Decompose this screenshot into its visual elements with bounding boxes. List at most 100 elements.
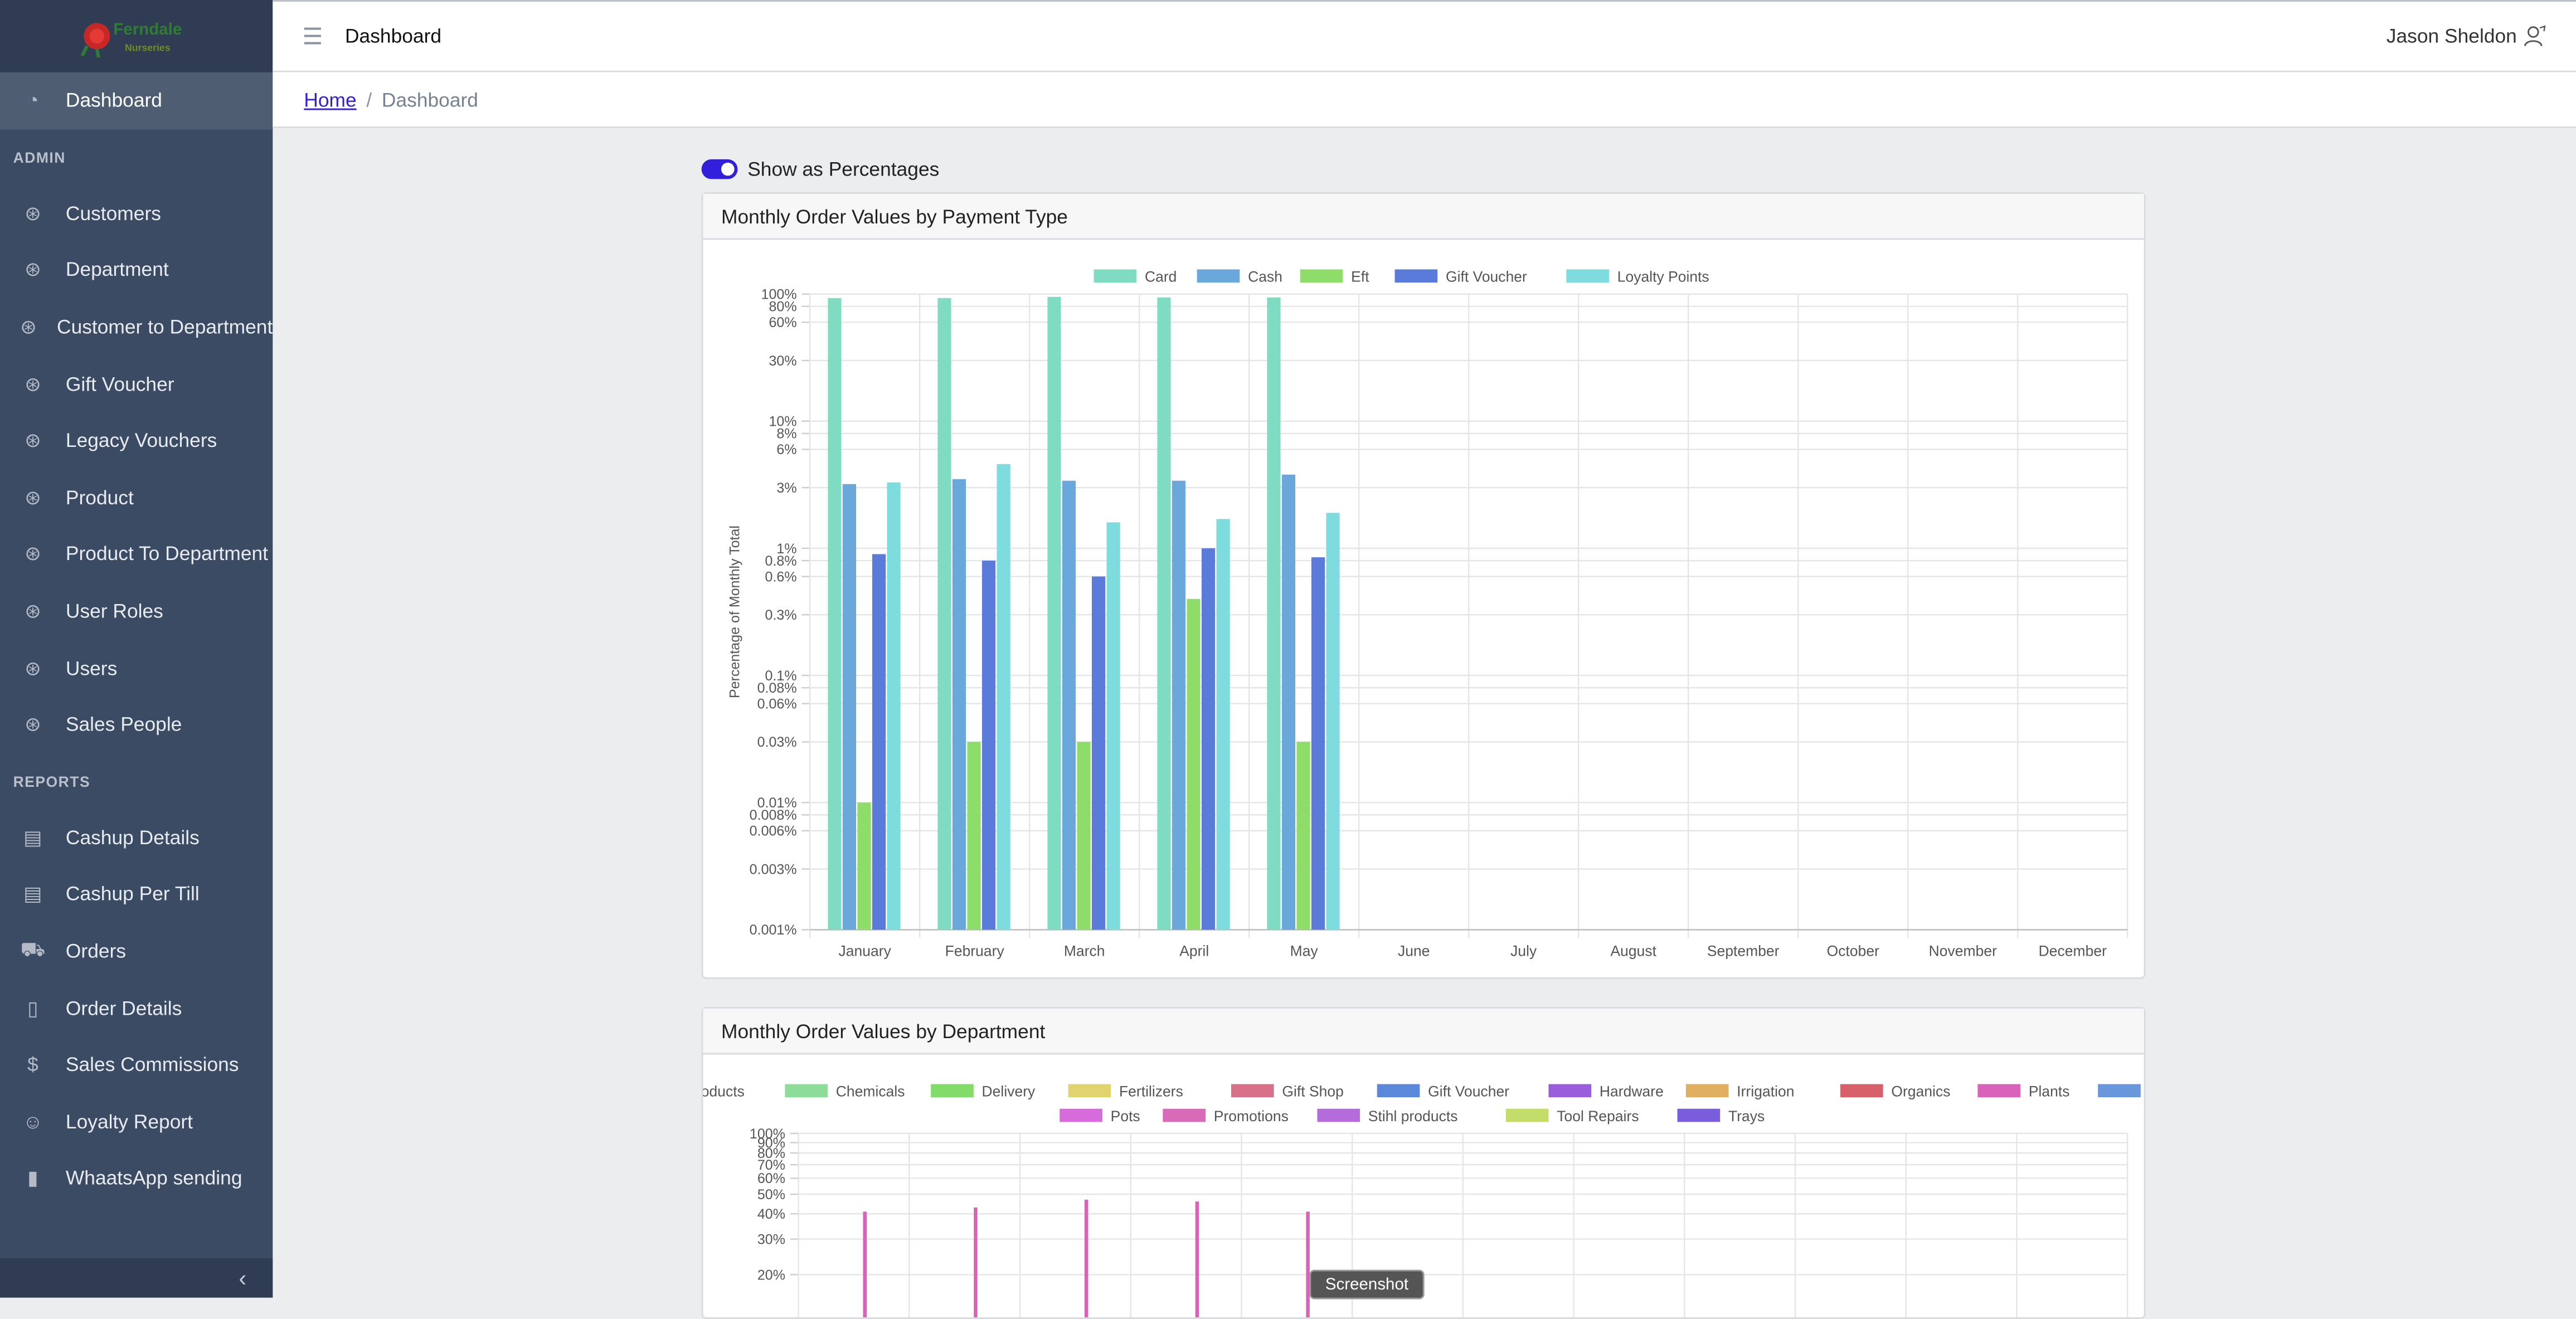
legend-item[interactable]: Tool Repairs (1505, 1108, 1639, 1125)
legend-item[interactable]: Cash (1197, 269, 1282, 285)
legend-item[interactable]: Pots (1059, 1108, 1140, 1125)
sidebar-item-label: Orders (65, 940, 127, 963)
legend-item[interactable]: Bird Products (703, 1083, 745, 1100)
bar-cash[interactable] (952, 479, 966, 930)
screenshot-button[interactable]: Screenshot (1309, 1269, 1425, 1299)
asterisk-icon: ⊛ (25, 372, 41, 396)
sidebar-item-cashup-per-till[interactable]: ▤ Cashup Per Till (0, 866, 273, 923)
sidebar-item-customers[interactable]: ⊛ Customers (0, 185, 273, 242)
bar-gift-voucher[interactable] (981, 561, 996, 930)
bar-cash[interactable] (1172, 480, 1186, 930)
legend-item[interactable]: Loyalty Points (1566, 269, 1709, 285)
toggle-switch[interactable] (701, 159, 738, 179)
x-tick-label: January (839, 943, 892, 960)
bar-card[interactable] (1157, 297, 1171, 930)
y-tick-label: 0.08% (757, 680, 797, 696)
sidebar-item-department[interactable]: ⊛ Department (0, 242, 273, 299)
legend-item[interactable]: POLE YARD (2098, 1083, 2144, 1100)
bar-plants[interactable] (863, 1211, 867, 1318)
legend-swatch (1377, 1084, 1420, 1098)
legend-item[interactable]: Eft (1300, 269, 1369, 285)
legend-item[interactable]: Organics (1840, 1083, 1951, 1100)
legend-label: Fertilizers (1119, 1083, 1183, 1100)
user-name: Jason Sheldon (2386, 25, 2517, 48)
bar-eft[interactable] (1187, 598, 1200, 930)
sidebar-item-users[interactable]: ⊛ Users (0, 640, 273, 697)
sidebar-item-legacy-vouchers[interactable]: ⊛ Legacy Vouchers (0, 412, 273, 469)
sidebar-item-sales-people[interactable]: ⊛ Sales People (0, 697, 273, 753)
bar-card[interactable] (937, 298, 951, 930)
breadcrumb-current: Dashboard (381, 87, 479, 111)
sidebar-item-product[interactable]: ⊛ Product (0, 469, 273, 526)
bar-card[interactable] (828, 298, 842, 930)
legend-label: Gift Voucher (1428, 1083, 1509, 1100)
sidebar-item-label: Loyalty Report (65, 1110, 193, 1133)
sidebar-item-user-roles[interactable]: ⊛ User Roles (0, 583, 273, 640)
sidebar-minimizer[interactable]: ‹ (0, 1258, 273, 1298)
bar-card[interactable] (1047, 296, 1061, 930)
legend-item[interactable]: Fertilizers (1068, 1083, 1183, 1100)
cart-icon: ⛟ (20, 938, 46, 961)
breadcrumb-separator: / (366, 87, 372, 111)
brand-logo[interactable]: Ferndale Nurseries (0, 0, 273, 72)
bar-loyalty-points[interactable] (887, 482, 901, 930)
sidebar-item-label: User Roles (65, 600, 163, 623)
bar-eft[interactable] (857, 802, 871, 930)
bar-loyalty-points[interactable] (997, 464, 1010, 930)
sidebar-item-customer-to-department[interactable]: ⊛ Customer to Department (0, 299, 273, 356)
sidebar-item-sales-commissions[interactable]: $ Sales Commissions (0, 1036, 273, 1093)
sidebar-item-gift-voucher[interactable]: ⊛ Gift Voucher (0, 356, 273, 412)
legend-item[interactable]: Irrigation (1685, 1083, 1795, 1100)
sidebar-item-product-to-department[interactable]: ⊛ Product To Department (0, 526, 273, 583)
bar-plants[interactable] (974, 1207, 978, 1318)
y-tick-label: 0.1% (765, 668, 797, 684)
breadcrumb-home-link[interactable]: Home (304, 87, 357, 111)
bar-gift-voucher[interactable] (1201, 548, 1216, 930)
legend-item[interactable]: Gift Shop (1231, 1083, 1344, 1100)
header-title[interactable]: Dashboard (345, 25, 442, 48)
bar-loyalty-points[interactable] (1106, 522, 1120, 930)
legend-item[interactable]: Chemicals (785, 1083, 905, 1100)
sidebar-item-orders[interactable]: ⛟ Orders (0, 923, 273, 980)
legend-item[interactable]: Trays (1677, 1108, 1765, 1125)
legend-item[interactable]: Stihl products (1317, 1108, 1458, 1125)
sidebar-item-label: Department (65, 259, 169, 282)
bar-gift-voucher[interactable] (1311, 557, 1325, 930)
hamburger-menu-icon[interactable]: ☰ (302, 22, 323, 48)
bar-plants[interactable] (1306, 1211, 1310, 1318)
bar-loyalty-points[interactable] (1216, 519, 1230, 930)
sidebar-item-cashup-details[interactable]: ▤ Cashup Details (0, 809, 273, 866)
sidebar-item-order-details[interactable]: ▯ Order Details (0, 980, 273, 1036)
sidebar-item-loyalty-report[interactable]: ☺ Loyalty Report (0, 1093, 273, 1150)
bar-plants[interactable] (1084, 1199, 1088, 1318)
legend-item[interactable]: Gift Voucher (1377, 1083, 1509, 1100)
bar-eft[interactable] (1296, 742, 1310, 930)
legend-item[interactable]: Delivery (931, 1083, 1036, 1100)
legend-label: Delivery (982, 1083, 1036, 1100)
sidebar-item-label: Customers (65, 202, 161, 225)
bar-eft[interactable] (1077, 742, 1091, 930)
bar-cash[interactable] (1062, 480, 1076, 930)
legend-item[interactable]: Promotions (1163, 1108, 1289, 1125)
user-icon (2524, 25, 2546, 46)
user-menu[interactable]: Jason Sheldon (2387, 25, 2546, 47)
asterisk-icon: ⊛ (20, 315, 37, 339)
bar-loyalty-points[interactable] (1326, 513, 1340, 930)
legend-item[interactable]: Card (1093, 269, 1177, 285)
sidebar-item-whaatsapp-sending[interactable]: ▮ WhaatsApp sending (0, 1150, 273, 1207)
bar-gift-voucher[interactable] (1091, 576, 1106, 930)
legend-item[interactable]: Gift Voucher (1394, 269, 1527, 285)
percentages-toggle[interactable]: Show as Percentages (701, 158, 939, 181)
bar-cash[interactable] (842, 484, 857, 930)
bar-card[interactable] (1267, 297, 1281, 930)
toggle-knob (721, 162, 735, 176)
legend-label: Loyalty Points (1617, 269, 1709, 285)
legend-item[interactable]: Plants (1977, 1083, 2070, 1100)
asterisk-icon: ⊛ (25, 600, 41, 623)
sidebar-item-dashboard[interactable]: ◔ Dashboard (0, 72, 273, 129)
bar-gift-voucher[interactable] (872, 554, 886, 930)
bar-cash[interactable] (1281, 474, 1296, 930)
bar-plants[interactable] (1195, 1201, 1199, 1318)
bar-eft[interactable] (967, 742, 981, 930)
legend-item[interactable]: Hardware (1548, 1083, 1664, 1100)
